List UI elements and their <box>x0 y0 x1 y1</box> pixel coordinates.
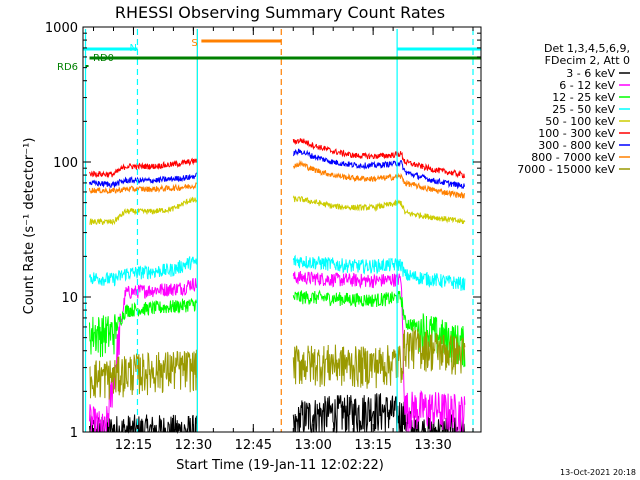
x-tick-label: 13:15 <box>354 438 391 453</box>
plot-frame <box>82 26 482 433</box>
y-tick-label: 1000 <box>45 21 78 36</box>
series-line-4 <box>89 254 466 291</box>
series-line-3 <box>89 289 466 368</box>
legend-entry-label: 300 - 800 keV <box>538 139 615 152</box>
y-tick-label: 1 <box>70 426 78 441</box>
legend-header-line-1: Det 1,3,4,5,6,9, <box>544 42 630 55</box>
legend-entry-label: 50 - 100 keV <box>545 115 615 128</box>
x-tick-label: 12:45 <box>235 438 272 453</box>
chart-title: RHESSI Observing Summary Count Rates <box>115 3 445 22</box>
series-line-8 <box>89 159 466 199</box>
legend-entry-label: 12 - 25 keV <box>552 91 615 104</box>
x-tick-label: 13:30 <box>414 438 451 453</box>
flag-label-rd6: RD6 <box>57 62 78 73</box>
series-line-9 <box>89 327 466 400</box>
legend-entry-label: 100 - 300 keV <box>538 127 615 140</box>
y-tick-label: 100 <box>53 156 78 171</box>
x-axis-label: Start Time (19-Jan-11 12:02:22) <box>176 458 384 473</box>
x-tick-label: 12:15 <box>115 438 152 453</box>
series-line-2 <box>89 270 466 433</box>
series-line-5 <box>89 195 466 226</box>
x-tick-label: 12:30 <box>175 438 212 453</box>
legend-entry-label: 7000 - 15000 keV <box>517 163 615 176</box>
flag-label-s: S <box>191 38 197 49</box>
series-line-6 <box>89 138 466 179</box>
series-line-7 <box>89 148 465 190</box>
legend-entry-label: 6 - 12 keV <box>559 79 615 92</box>
flag-label-rd0: RD0 <box>93 53 114 64</box>
legend-entry-label: 800 - 7000 keV <box>531 151 615 164</box>
legend-entry-label: 25 - 50 keV <box>552 103 615 116</box>
y-axis-label: Count Rate (s⁻¹ detector⁻¹) <box>22 138 37 315</box>
legend-entry-label: 3 - 6 keV <box>566 67 615 80</box>
timestamp: 13-Oct-2021 20:18 <box>560 468 636 477</box>
legend-header-line-2: FDecim 2, Att 0 <box>545 54 630 67</box>
flag-label-n: N <box>129 43 136 54</box>
y-tick-label: 10 <box>61 291 78 306</box>
x-tick-label: 13:00 <box>294 438 331 453</box>
